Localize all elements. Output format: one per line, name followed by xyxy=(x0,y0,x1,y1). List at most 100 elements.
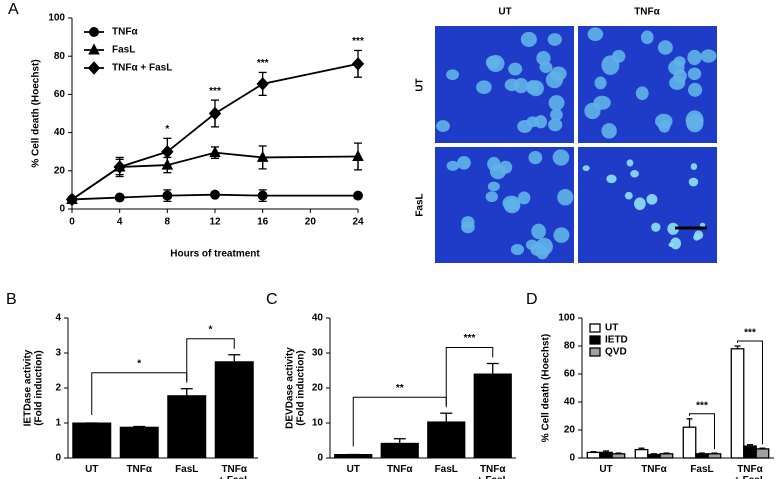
panel-label: C xyxy=(266,291,278,308)
bracket xyxy=(445,347,494,406)
point xyxy=(114,192,125,203)
cell xyxy=(517,120,533,133)
y-tick-label: 80 xyxy=(564,341,576,352)
point xyxy=(352,149,364,161)
panel-label: B xyxy=(6,291,17,308)
cell xyxy=(685,110,704,130)
point xyxy=(256,150,269,162)
y-tick-label: 40 xyxy=(312,313,324,324)
cell xyxy=(593,95,611,110)
line xyxy=(71,62,359,201)
legend-swatch xyxy=(589,335,601,345)
error-bar xyxy=(180,388,193,396)
significance: *** xyxy=(464,333,476,344)
cell xyxy=(655,113,673,129)
cell xyxy=(502,195,521,211)
point xyxy=(256,77,269,91)
y-tick-label: 1 xyxy=(55,418,61,429)
cell xyxy=(688,82,703,97)
cell xyxy=(547,33,562,46)
y-axis-label: % Cell death (Hoechst) xyxy=(31,59,42,167)
bar xyxy=(167,395,207,459)
cell xyxy=(535,245,549,260)
significance: * xyxy=(165,124,169,135)
y-tick-label: 0 xyxy=(59,204,65,215)
bar xyxy=(743,445,757,459)
legend-label: TNFα + FasL xyxy=(112,63,172,74)
bar xyxy=(634,448,649,459)
cell xyxy=(640,30,654,45)
x-tick-label: FasL xyxy=(690,464,714,475)
cell xyxy=(594,76,607,90)
x-tick-label: FasL xyxy=(175,464,199,475)
significance: *** xyxy=(257,58,269,69)
y-tick-label: 3 xyxy=(55,348,61,359)
x-tick-label: TNFα + FasL xyxy=(734,464,766,479)
micrograph xyxy=(435,26,717,263)
point xyxy=(208,106,222,121)
cell xyxy=(485,55,500,69)
cell xyxy=(688,177,699,187)
cell xyxy=(534,115,548,129)
cell xyxy=(531,223,546,240)
legend-marker xyxy=(88,43,100,55)
row-label: UT xyxy=(415,78,426,91)
column-label: TNFα xyxy=(634,7,660,18)
y-tick-label: 100 xyxy=(558,313,575,324)
cell xyxy=(651,222,661,232)
cell xyxy=(693,233,700,241)
y-tick-label: 2 xyxy=(55,383,61,394)
legend-marker xyxy=(89,27,99,37)
x-tick-label: 12 xyxy=(209,217,221,228)
x-axis-label: Hours of treatment xyxy=(170,249,260,260)
legend-label: UT xyxy=(605,323,618,334)
x-tick-label: 16 xyxy=(257,217,269,228)
bar xyxy=(647,453,661,459)
x-tick-label: TNFα + FasL xyxy=(477,464,509,479)
cell xyxy=(687,49,702,66)
y-axis-label: DEVDase activity xyxy=(285,347,296,429)
cell xyxy=(634,197,646,211)
cell xyxy=(548,118,563,132)
y-tick-label: 0 xyxy=(55,453,61,464)
cell xyxy=(646,193,658,205)
cell xyxy=(436,120,450,133)
y-tick-label: 4 xyxy=(55,313,61,324)
bracket xyxy=(737,340,763,445)
y-axis-label: IETDase activity xyxy=(23,349,34,426)
cell xyxy=(657,40,673,55)
bracket xyxy=(689,413,715,450)
cell xyxy=(699,222,706,228)
x-tick-label: UT xyxy=(85,464,99,475)
legend-swatch xyxy=(589,323,601,333)
point xyxy=(65,192,79,207)
cell xyxy=(700,49,717,63)
cell xyxy=(606,174,617,184)
x-tick-label: 20 xyxy=(305,217,317,228)
bar xyxy=(659,453,674,459)
y-tick-label: 20 xyxy=(54,165,66,176)
significance: ** xyxy=(396,383,404,394)
bar xyxy=(611,453,626,459)
bar xyxy=(599,451,613,459)
cell xyxy=(668,242,674,248)
legend-label: IETD xyxy=(605,335,628,346)
panel-label: A xyxy=(8,1,19,18)
bar xyxy=(214,361,254,459)
bar xyxy=(119,426,159,459)
cell xyxy=(508,62,523,76)
x-tick-label: TNFα xyxy=(126,464,153,475)
legend-label: TNFα xyxy=(112,27,138,38)
bar xyxy=(72,422,112,459)
y-axis-label: (Fold induction) xyxy=(296,350,307,426)
error-bar xyxy=(393,438,406,444)
bracket xyxy=(186,338,235,381)
y-tick-label: 40 xyxy=(564,397,576,408)
bar xyxy=(586,451,601,459)
cell xyxy=(498,160,513,174)
cell xyxy=(525,239,539,250)
cell xyxy=(446,69,460,80)
y-tick-label: 20 xyxy=(312,383,324,394)
y-tick-label: 80 xyxy=(54,51,66,62)
y-tick-label: 30 xyxy=(312,348,324,359)
